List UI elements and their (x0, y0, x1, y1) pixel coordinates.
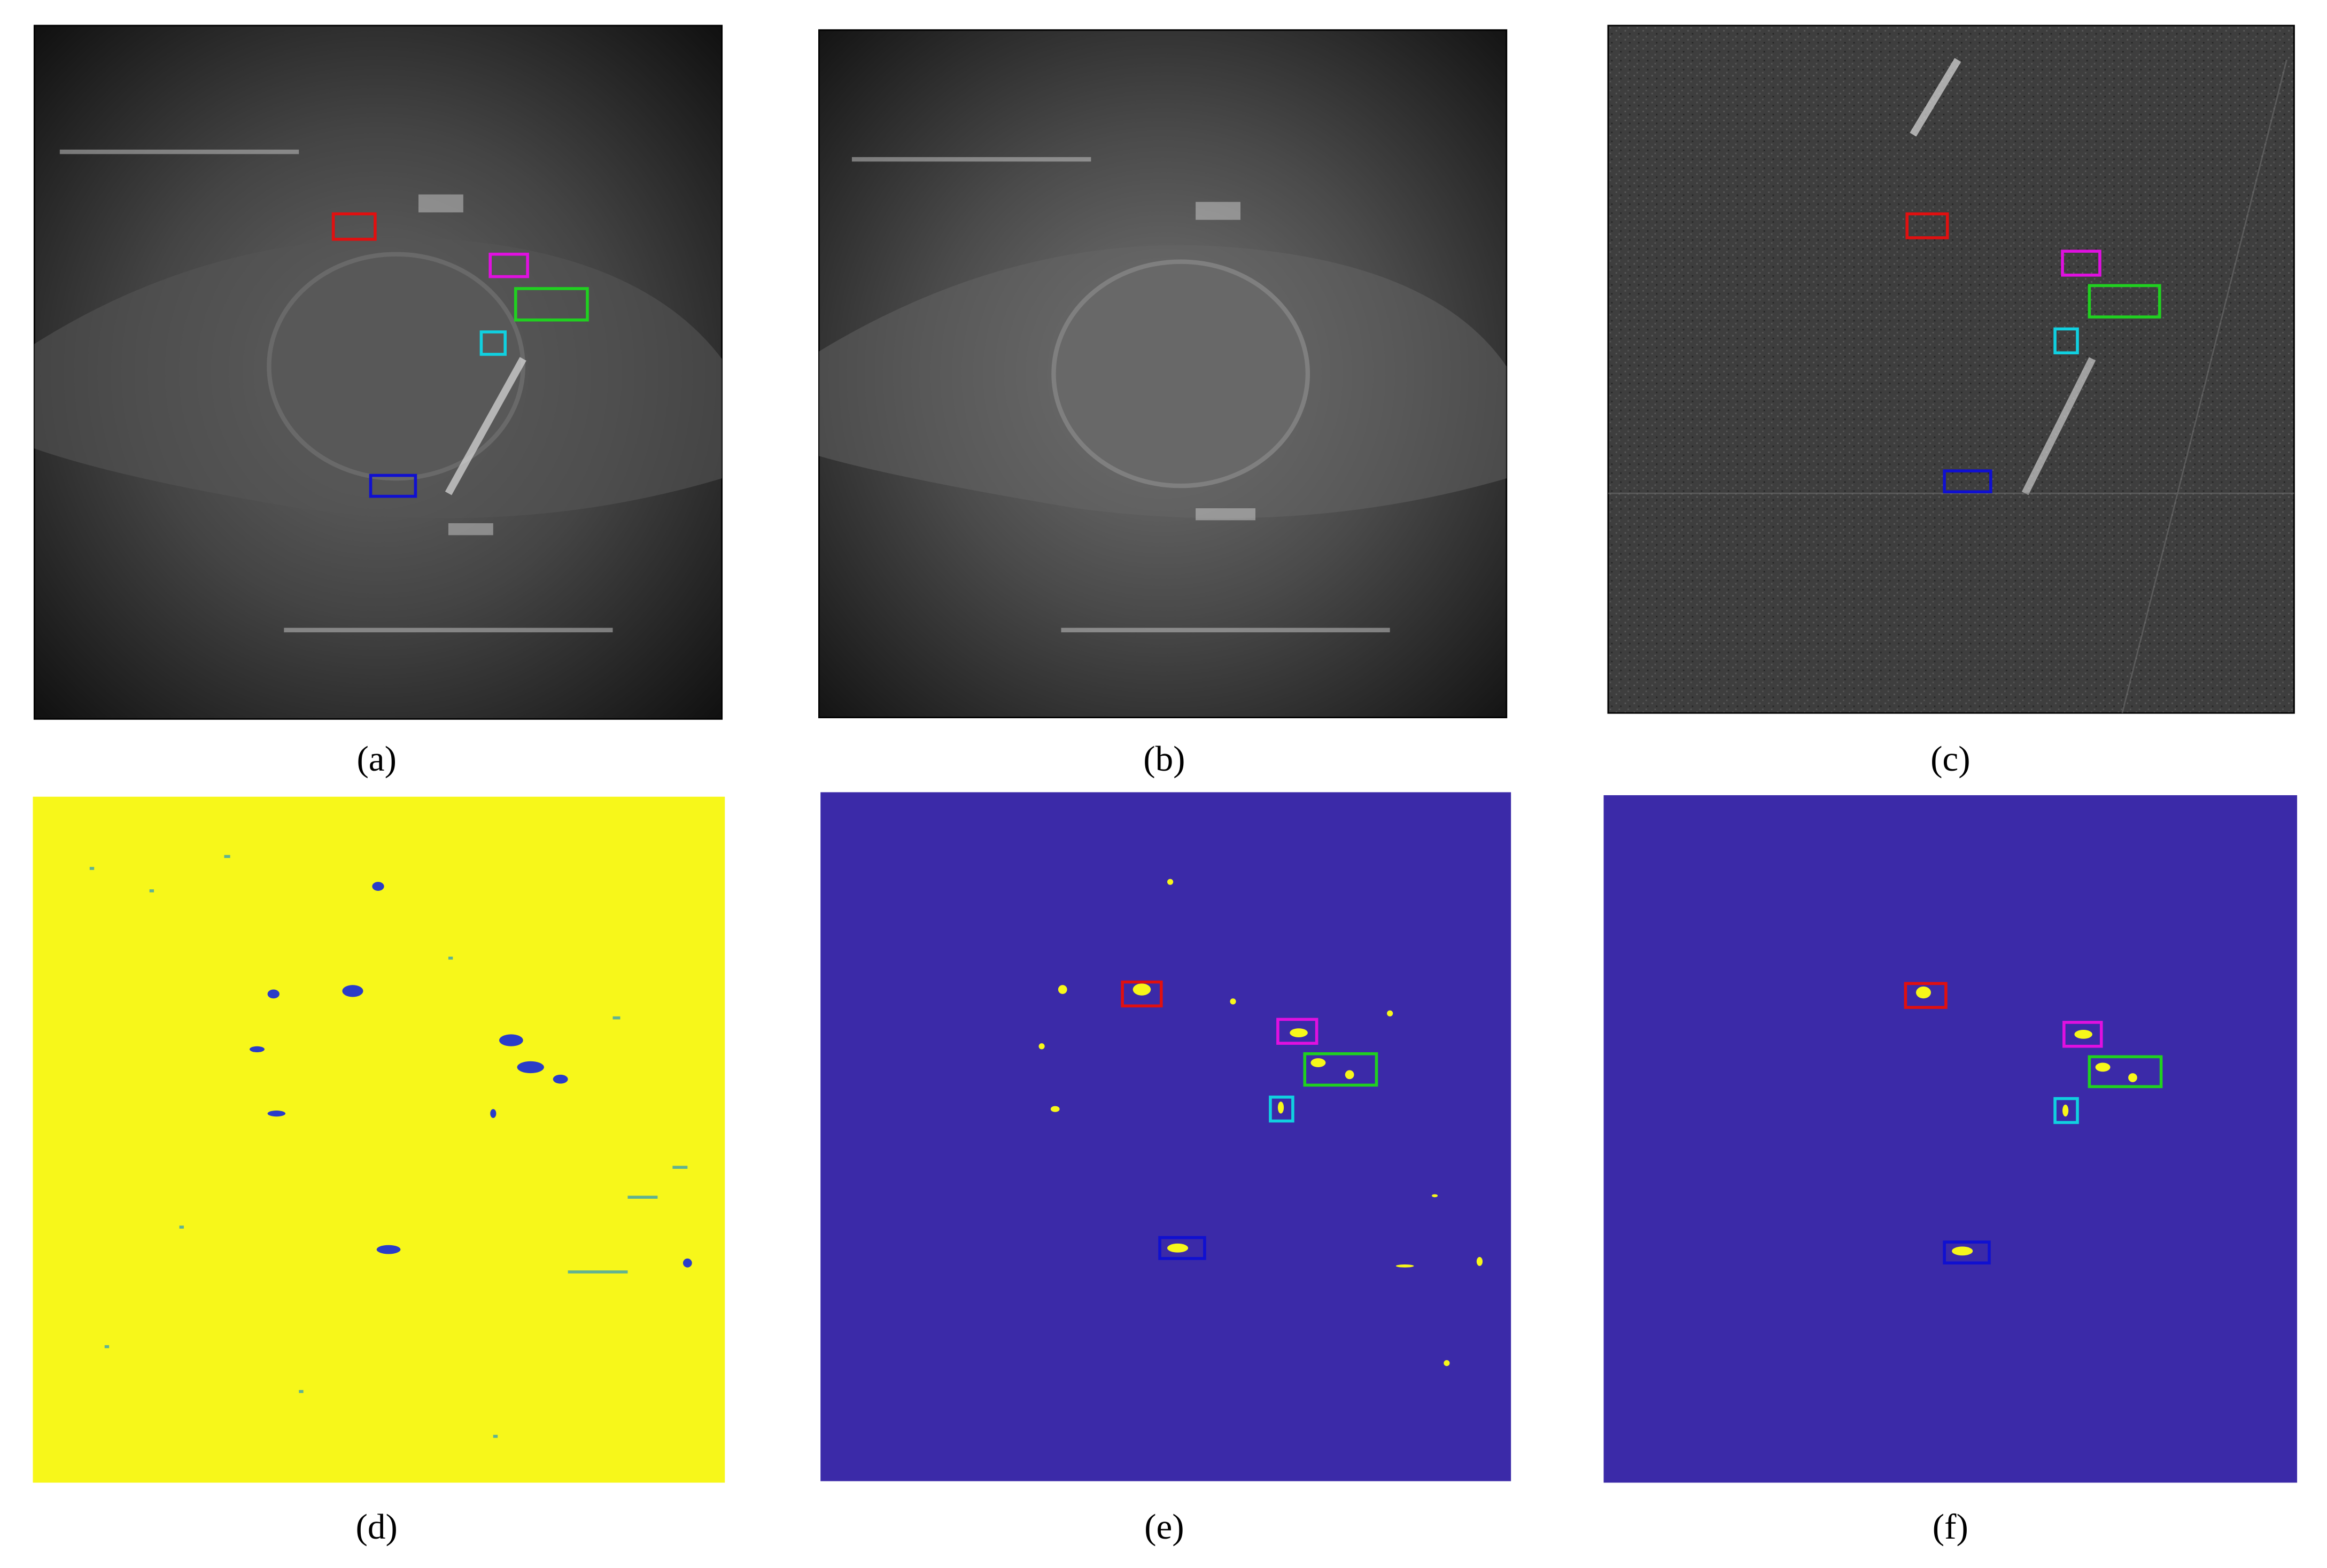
panel-d (33, 796, 725, 1483)
caption: (d) (356, 1507, 398, 1547)
caption: (a) (356, 739, 396, 779)
caption: (f) (1933, 1507, 1968, 1547)
panel-e (820, 792, 1511, 1481)
caption: (c) (1930, 739, 1970, 779)
panel-c (1607, 25, 2295, 714)
panel-b (818, 29, 1508, 718)
caption: (b) (1143, 739, 1185, 779)
panel-a (33, 25, 723, 720)
panel-f (1603, 795, 2298, 1483)
caption: (e) (1144, 1507, 1184, 1547)
